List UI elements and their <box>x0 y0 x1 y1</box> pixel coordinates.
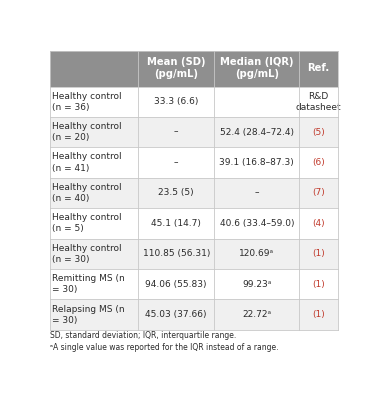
Text: 120.69ᵃ: 120.69ᵃ <box>239 249 274 258</box>
Text: (7): (7) <box>312 188 325 198</box>
Text: (6): (6) <box>312 158 325 167</box>
Text: 23.5 (5): 23.5 (5) <box>158 188 194 198</box>
Bar <box>50 117 338 147</box>
Text: 94.06 (55.83): 94.06 (55.83) <box>146 280 207 289</box>
Text: Ref.: Ref. <box>308 63 330 73</box>
Text: Healthy control
(n = 5): Healthy control (n = 5) <box>52 213 122 234</box>
Bar <box>50 269 338 300</box>
Text: (5): (5) <box>312 128 325 137</box>
Text: Relapsing MS (n
= 30): Relapsing MS (n = 30) <box>52 304 125 325</box>
Text: Healthy control
(n = 20): Healthy control (n = 20) <box>52 122 122 142</box>
Text: 39.1 (16.8–87.3): 39.1 (16.8–87.3) <box>219 158 294 167</box>
Bar <box>50 208 338 238</box>
Text: 52.4 (28.4–72.4): 52.4 (28.4–72.4) <box>220 128 294 137</box>
Text: Median (IQR)
(pg/mL): Median (IQR) (pg/mL) <box>220 57 294 80</box>
Text: (1): (1) <box>312 249 325 258</box>
Text: ᵃA single value was reported for the IQR instead of a range.: ᵃA single value was reported for the IQR… <box>50 343 279 352</box>
Text: –: – <box>255 188 259 198</box>
Text: Healthy control
(n = 40): Healthy control (n = 40) <box>52 183 122 203</box>
Text: SD, standard deviation; IQR, interquartile range.: SD, standard deviation; IQR, interquarti… <box>50 331 236 340</box>
Text: 110.85 (56.31): 110.85 (56.31) <box>143 249 210 258</box>
Bar <box>50 86 338 117</box>
Text: (4): (4) <box>312 219 325 228</box>
Text: 22.72ᵃ: 22.72ᵃ <box>242 310 271 319</box>
Bar <box>50 238 338 269</box>
Text: Remitting MS (n
= 30): Remitting MS (n = 30) <box>52 274 125 294</box>
Bar <box>50 147 338 178</box>
Text: (1): (1) <box>312 280 325 289</box>
Text: Mean (SD)
(pg/mL): Mean (SD) (pg/mL) <box>147 57 205 80</box>
Text: 33.3 (6.6): 33.3 (6.6) <box>154 97 199 106</box>
Text: R&D
datasheet: R&D datasheet <box>296 92 341 112</box>
Text: Healthy control
(n = 41): Healthy control (n = 41) <box>52 152 122 172</box>
Text: 99.23ᵃ: 99.23ᵃ <box>242 280 271 289</box>
Text: (1): (1) <box>312 310 325 319</box>
Text: –: – <box>174 128 179 137</box>
Text: Healthy control
(n = 36): Healthy control (n = 36) <box>52 92 122 112</box>
Text: Healthy control
(n = 30): Healthy control (n = 30) <box>52 244 122 264</box>
Bar <box>50 51 338 86</box>
Bar <box>50 178 338 208</box>
Bar <box>50 300 338 330</box>
Text: 45.1 (14.7): 45.1 (14.7) <box>151 219 201 228</box>
Text: 45.03 (37.66): 45.03 (37.66) <box>146 310 207 319</box>
Text: 40.6 (33.4–59.0): 40.6 (33.4–59.0) <box>219 219 294 228</box>
Text: –: – <box>174 158 179 167</box>
